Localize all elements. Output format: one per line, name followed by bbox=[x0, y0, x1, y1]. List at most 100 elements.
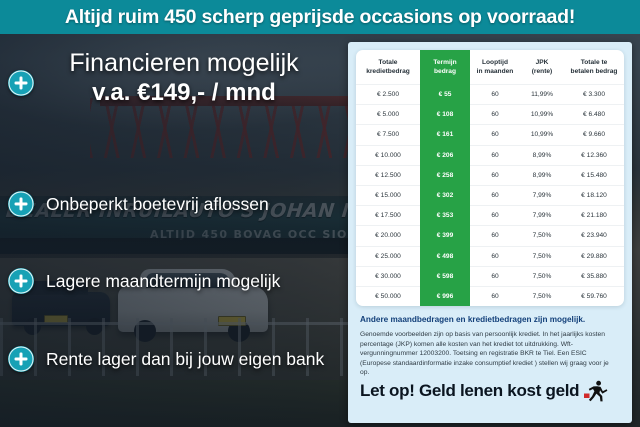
plus-circle-icon bbox=[8, 268, 34, 294]
table-cell: € 17.500 bbox=[356, 205, 420, 226]
header-line-2: betalen bedrag bbox=[570, 67, 618, 75]
table-cell: 60 bbox=[470, 104, 520, 125]
benefit-item-1: Onbeperkt boetevrij aflossen bbox=[0, 189, 348, 219]
table-row: € 10.000 € 206 60 8,99% € 12.360 bbox=[356, 144, 624, 166]
table-cell-highlight: € 206 bbox=[420, 144, 470, 166]
table-cell: € 7.500 bbox=[356, 124, 420, 146]
table-cell: 60 bbox=[470, 144, 520, 166]
table-cell-highlight: € 55 bbox=[420, 83, 470, 105]
table-row: € 7.500 € 161 60 10,99% € 9.660 bbox=[356, 124, 624, 146]
table-row: € 17.500 € 353 60 7,99% € 21.180 bbox=[356, 205, 624, 226]
plus-circle-icon bbox=[8, 70, 34, 96]
table-header-cell: Totale kredietbedrag bbox=[356, 51, 420, 85]
table-cell: € 30.000 bbox=[356, 265, 420, 287]
table-cell: € 20.000 bbox=[356, 225, 420, 246]
table-cell: € 21.180 bbox=[564, 205, 624, 226]
benefit-item-2: Lagere maandtermijn mogelijk bbox=[0, 266, 348, 296]
header-line-2: in maanden bbox=[476, 67, 514, 75]
header-line-2: (rente) bbox=[531, 67, 553, 75]
table-cell: 10,99% bbox=[520, 124, 564, 146]
header-line-1: Totale te bbox=[580, 58, 608, 66]
table-header-cell: Totale te betalen bedrag bbox=[564, 51, 624, 85]
table-cell: 10,99% bbox=[520, 104, 564, 125]
finance-info-panel: Totale kredietbedrag Termijn bedrag Loop… bbox=[348, 42, 632, 423]
rate-table-card: Totale kredietbedrag Termijn bedrag Loop… bbox=[356, 50, 624, 307]
table-row: € 30.000 € 598 60 7,50% € 35.880 bbox=[356, 265, 624, 287]
table-cell: € 10.000 bbox=[356, 144, 420, 166]
rate-table: Totale kredietbedrag Termijn bedrag Loop… bbox=[356, 50, 624, 307]
table-cell-highlight: € 258 bbox=[420, 164, 470, 186]
table-cell: 60 bbox=[470, 184, 520, 206]
table-cell: 60 bbox=[470, 285, 520, 307]
table-cell: 60 bbox=[470, 225, 520, 246]
table-cell: € 29.880 bbox=[564, 245, 624, 267]
table-cell: € 12.500 bbox=[356, 164, 420, 186]
table-cell: 7,50% bbox=[520, 265, 564, 287]
table-cell: € 18.120 bbox=[564, 184, 624, 206]
disclaimer-block: Andere maandbedragen en kredietbedragen … bbox=[360, 314, 618, 378]
table-cell: € 59.760 bbox=[564, 285, 624, 307]
table-cell: € 15.480 bbox=[564, 164, 624, 186]
header-line-2: bedrag bbox=[434, 68, 456, 75]
table-cell-highlight: € 996 bbox=[420, 285, 470, 307]
benefit-label-3: Rente lager dan bij jouw eigen bank bbox=[46, 348, 325, 369]
credit-warning-text: Let op! Geld lenen kost geld bbox=[360, 381, 580, 400]
running-man-icon bbox=[584, 380, 608, 402]
top-banner: Altijd ruim 450 scherp geprijsde occasio… bbox=[0, 0, 640, 34]
table-cell: € 3.300 bbox=[564, 83, 624, 105]
top-banner-text: Altijd ruim 450 scherp geprijsde occasio… bbox=[64, 5, 576, 28]
table-header-row: Totale kredietbedrag Termijn bedrag Loop… bbox=[356, 50, 624, 85]
table-cell: € 35.880 bbox=[564, 265, 624, 287]
table-cell: 60 bbox=[470, 265, 520, 287]
plus-circle-icon bbox=[8, 346, 34, 372]
header-line-2: kredietbedrag bbox=[366, 67, 410, 75]
table-row: € 50.000 € 996 60 7,50% € 59.760 bbox=[356, 285, 624, 307]
header-line-1: JPK bbox=[535, 58, 549, 66]
table-cell-highlight: € 161 bbox=[420, 124, 470, 146]
plus-circle-icon bbox=[8, 191, 34, 217]
table-cell: € 9.660 bbox=[564, 124, 624, 146]
header-line-1: Looptijd bbox=[482, 58, 508, 66]
table-cell-highlight: € 598 bbox=[420, 265, 470, 287]
table-cell-highlight: € 399 bbox=[420, 225, 470, 246]
table-cell: € 2.500 bbox=[356, 83, 420, 105]
disclaimer-heading: Andere maandbedragen en kredietbedragen … bbox=[360, 315, 586, 324]
table-cell-highlight: € 302 bbox=[420, 184, 470, 206]
table-cell: 8,99% bbox=[520, 144, 564, 166]
table-cell: 11,99% bbox=[520, 83, 564, 105]
table-cell: 7,50% bbox=[520, 245, 564, 267]
table-row: € 12.500 € 258 60 8,99% € 15.480 bbox=[356, 164, 624, 186]
table-cell: 60 bbox=[470, 124, 520, 146]
table-cell: € 5.000 bbox=[356, 104, 420, 125]
table-row: € 20.000 € 399 60 7,50% € 23.940 bbox=[356, 225, 624, 246]
left-content: Financieren mogelijk v.a. €149,- / mnd O… bbox=[0, 34, 348, 427]
table-cell: 60 bbox=[470, 83, 520, 105]
table-cell: € 23.940 bbox=[564, 225, 624, 246]
table-cell: 60 bbox=[470, 205, 520, 226]
table-cell: 7,50% bbox=[520, 285, 564, 307]
table-header-cell: Looptijd in maanden bbox=[470, 51, 520, 85]
table-cell: 60 bbox=[470, 245, 520, 267]
table-row: € 15.000 € 302 60 7,99% € 18.120 bbox=[356, 184, 624, 206]
table-cell: 7,99% bbox=[520, 184, 564, 206]
table-cell-highlight: € 353 bbox=[420, 205, 470, 226]
disclaimer-body: Genoemde voorbeelden zijn op basis van p… bbox=[360, 331, 609, 377]
benefit-label-1: Onbeperkt boetevrij aflossen bbox=[46, 193, 269, 214]
credit-warning: Let op! Geld lenen kost geld bbox=[360, 380, 622, 402]
header-line-1: Totale bbox=[378, 58, 398, 66]
hero-headline-line2: v.a. €149,- / mnd bbox=[92, 79, 276, 106]
table-header-cell-highlight: Termijn bedrag bbox=[420, 50, 470, 85]
table-cell: 7,99% bbox=[520, 205, 564, 226]
table-cell: € 6.480 bbox=[564, 104, 624, 125]
rate-table-body: € 2.500 € 55 60 11,99% € 3.300 € 5.000 € 108 60… bbox=[356, 83, 624, 307]
table-cell: 8,99% bbox=[520, 164, 564, 186]
benefit-item-3: Rente lager dan bij jouw eigen bank bbox=[0, 344, 348, 374]
table-cell: € 25.000 bbox=[356, 245, 420, 267]
table-cell: € 50.000 bbox=[356, 285, 420, 307]
table-cell-highlight: € 498 bbox=[420, 245, 470, 267]
benefit-label-2: Lagere maandtermijn mogelijk bbox=[46, 270, 281, 291]
table-cell: 60 bbox=[470, 164, 520, 186]
table-cell: € 15.000 bbox=[356, 184, 420, 206]
hero-headline: Financieren mogelijk v.a. €149,- / mnd bbox=[24, 48, 344, 108]
